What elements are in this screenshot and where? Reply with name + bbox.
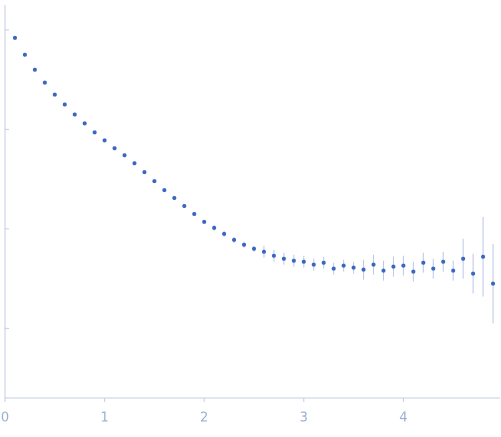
data-point bbox=[122, 153, 127, 158]
data-point bbox=[202, 219, 207, 224]
data-point bbox=[401, 263, 406, 268]
data-point bbox=[391, 264, 396, 269]
data-point bbox=[291, 258, 296, 263]
data-point bbox=[461, 256, 466, 261]
data-point bbox=[152, 179, 157, 184]
data-point bbox=[222, 231, 227, 236]
data-point bbox=[22, 52, 27, 57]
data-point bbox=[381, 268, 386, 273]
data-point bbox=[102, 138, 107, 143]
data-point bbox=[132, 161, 137, 166]
data-point bbox=[421, 260, 426, 265]
data-point bbox=[162, 188, 167, 193]
x-tick-label: 1 bbox=[100, 411, 108, 426]
data-point bbox=[341, 263, 346, 268]
data-point bbox=[431, 266, 436, 271]
x-tick-label: 0 bbox=[1, 411, 9, 426]
data-point bbox=[301, 259, 306, 264]
data-point bbox=[52, 92, 57, 97]
data-point bbox=[212, 225, 217, 230]
data-point bbox=[371, 262, 376, 267]
data-point bbox=[281, 256, 286, 261]
data-point bbox=[411, 269, 416, 274]
data-point bbox=[311, 262, 316, 267]
data-point bbox=[112, 146, 117, 151]
data-point bbox=[172, 196, 177, 201]
data-point bbox=[451, 268, 456, 273]
data-point bbox=[251, 246, 256, 251]
data-point bbox=[242, 242, 247, 247]
data-point bbox=[441, 259, 446, 264]
data-point bbox=[331, 266, 336, 271]
x-tick-label: 3 bbox=[300, 411, 308, 426]
data-point bbox=[72, 112, 77, 117]
data-point bbox=[92, 130, 97, 135]
data-point bbox=[192, 211, 197, 216]
x-tick-label: 4 bbox=[399, 411, 407, 426]
data-point bbox=[361, 267, 366, 272]
data-point bbox=[471, 271, 476, 276]
data-point bbox=[82, 121, 87, 126]
data-point bbox=[182, 203, 187, 208]
data-point bbox=[481, 254, 486, 259]
data-point bbox=[32, 67, 37, 72]
data-point bbox=[232, 237, 237, 242]
data-point bbox=[12, 35, 17, 40]
x-tick-label: 2 bbox=[200, 411, 208, 426]
data-point bbox=[491, 281, 496, 286]
data-point bbox=[351, 265, 356, 270]
data-point bbox=[261, 249, 266, 254]
data-point bbox=[271, 253, 276, 258]
data-point bbox=[62, 102, 67, 107]
data-point bbox=[142, 170, 147, 175]
data-point bbox=[321, 260, 326, 265]
data-point bbox=[42, 80, 47, 85]
